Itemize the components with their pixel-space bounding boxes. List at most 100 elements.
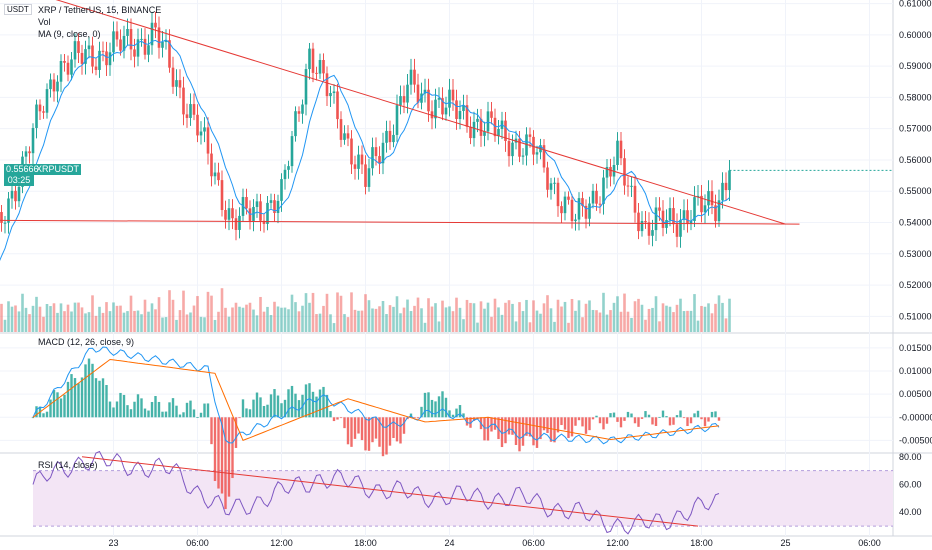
rsi-legend[interactable]: RSI (14, close) — [38, 460, 98, 470]
candle-body — [458, 110, 462, 119]
macd-legend[interactable]: MACD (12, 26, close, 9) — [38, 337, 135, 347]
volume-bar — [528, 322, 532, 332]
ma-legend[interactable]: MA (9, close, 0) — [38, 29, 101, 39]
macd-histogram-bar — [511, 417, 514, 435]
candle-body — [682, 210, 686, 220]
macd-histogram-bar — [199, 412, 203, 418]
macd-histogram-bar — [644, 411, 647, 418]
volume-bar — [238, 306, 241, 332]
volume-bar — [605, 314, 609, 332]
volume-bar — [514, 321, 518, 332]
candle-body — [577, 198, 581, 220]
candle-body — [399, 96, 402, 106]
volume-bar — [521, 311, 525, 332]
candle-body — [483, 131, 486, 136]
macd-histogram-bar — [364, 417, 367, 451]
candle-body — [406, 84, 409, 103]
macd-histogram-bar — [385, 417, 388, 455]
volume-bar — [42, 316, 45, 332]
volume-bar — [427, 298, 430, 332]
candle-body — [553, 182, 556, 184]
candle-body — [518, 138, 521, 157]
macd-histogram-bar — [147, 410, 150, 418]
candle-body — [385, 130, 388, 143]
volume-bar — [31, 305, 35, 332]
volume-bar — [364, 294, 367, 332]
candle-body — [591, 190, 595, 204]
volume-bar — [0, 303, 3, 332]
macd-tick-label: 0.00500 — [899, 389, 932, 399]
volume-bar — [108, 311, 112, 332]
price-tick-label: 0.61000 — [899, 0, 932, 9]
candle-body — [626, 185, 630, 187]
volume-bar — [458, 307, 462, 332]
candle-body — [714, 205, 717, 222]
macd-histogram-bar — [399, 417, 402, 444]
macd-tick-label: 0.01500 — [899, 343, 932, 353]
macd-histogram-bar — [357, 417, 360, 434]
candle-body — [686, 210, 689, 225]
candle-body — [196, 114, 199, 136]
candle-body — [203, 127, 206, 132]
macd-histogram-bar — [539, 417, 542, 440]
candle-body — [94, 66, 98, 70]
macd-histogram-bar — [598, 417, 602, 424]
volume-bar — [63, 311, 66, 332]
candle-body — [63, 61, 66, 63]
rsi-tick-label: 40.00 — [899, 507, 922, 517]
candle-body — [213, 172, 217, 177]
macd-histogram-bar — [616, 417, 619, 422]
symbol-title[interactable]: XRP / TetherUS, 15, BINANCE — [38, 5, 162, 15]
candle-body — [283, 169, 287, 180]
time-tick-label: 24 — [444, 538, 454, 548]
candle-body — [504, 120, 507, 141]
macd-histogram-bar — [605, 417, 609, 424]
volume-bar — [234, 302, 238, 332]
volume-legend[interactable]: Vol — [38, 17, 51, 27]
candle-body — [679, 219, 682, 237]
volume-bar — [276, 306, 280, 332]
candle-body — [14, 190, 17, 202]
candle-body — [339, 119, 343, 140]
candle-body — [210, 153, 213, 177]
volume-bar — [98, 306, 101, 332]
volume-bar — [693, 294, 696, 332]
macd-histogram-bar — [654, 417, 658, 426]
candle-body — [707, 191, 710, 206]
volume-bar — [413, 305, 416, 332]
volume-bar — [353, 309, 357, 332]
candle-body — [623, 158, 626, 186]
candle-body — [84, 49, 87, 64]
macd-histogram-bar — [115, 401, 119, 418]
candle-body — [441, 98, 444, 115]
price-tick-label: 0.54000 — [899, 218, 932, 228]
macd-histogram-bar — [238, 417, 241, 419]
macd-histogram-bar — [73, 378, 77, 418]
volume-bar — [483, 308, 486, 332]
volume-bar — [7, 301, 10, 332]
candle-body — [115, 31, 119, 40]
candle-body — [304, 69, 308, 105]
candle-body — [70, 59, 73, 75]
macd-histogram-bar — [336, 417, 339, 420]
macd-histogram-bar — [493, 417, 497, 430]
macd-histogram-bar — [220, 417, 224, 494]
macd-histogram-bar — [612, 412, 616, 418]
volume-bar — [686, 310, 689, 332]
macd-histogram-bar — [63, 394, 66, 418]
candle-body — [217, 172, 220, 181]
macd-histogram-bar — [77, 383, 80, 418]
time-tick-label: 06:00 — [186, 538, 209, 548]
macd-histogram-bar — [248, 409, 252, 418]
volume-bar — [115, 305, 119, 332]
macd-histogram-bar — [241, 399, 245, 418]
volume-bar — [122, 312, 126, 332]
macd-histogram-bar — [665, 416, 668, 418]
candle-body — [315, 72, 318, 74]
volume-bar — [644, 319, 647, 332]
macd-histogram-bar — [504, 417, 507, 444]
volume-bar — [444, 307, 448, 332]
macd-histogram-bar — [59, 398, 63, 418]
candle-body — [497, 128, 500, 137]
